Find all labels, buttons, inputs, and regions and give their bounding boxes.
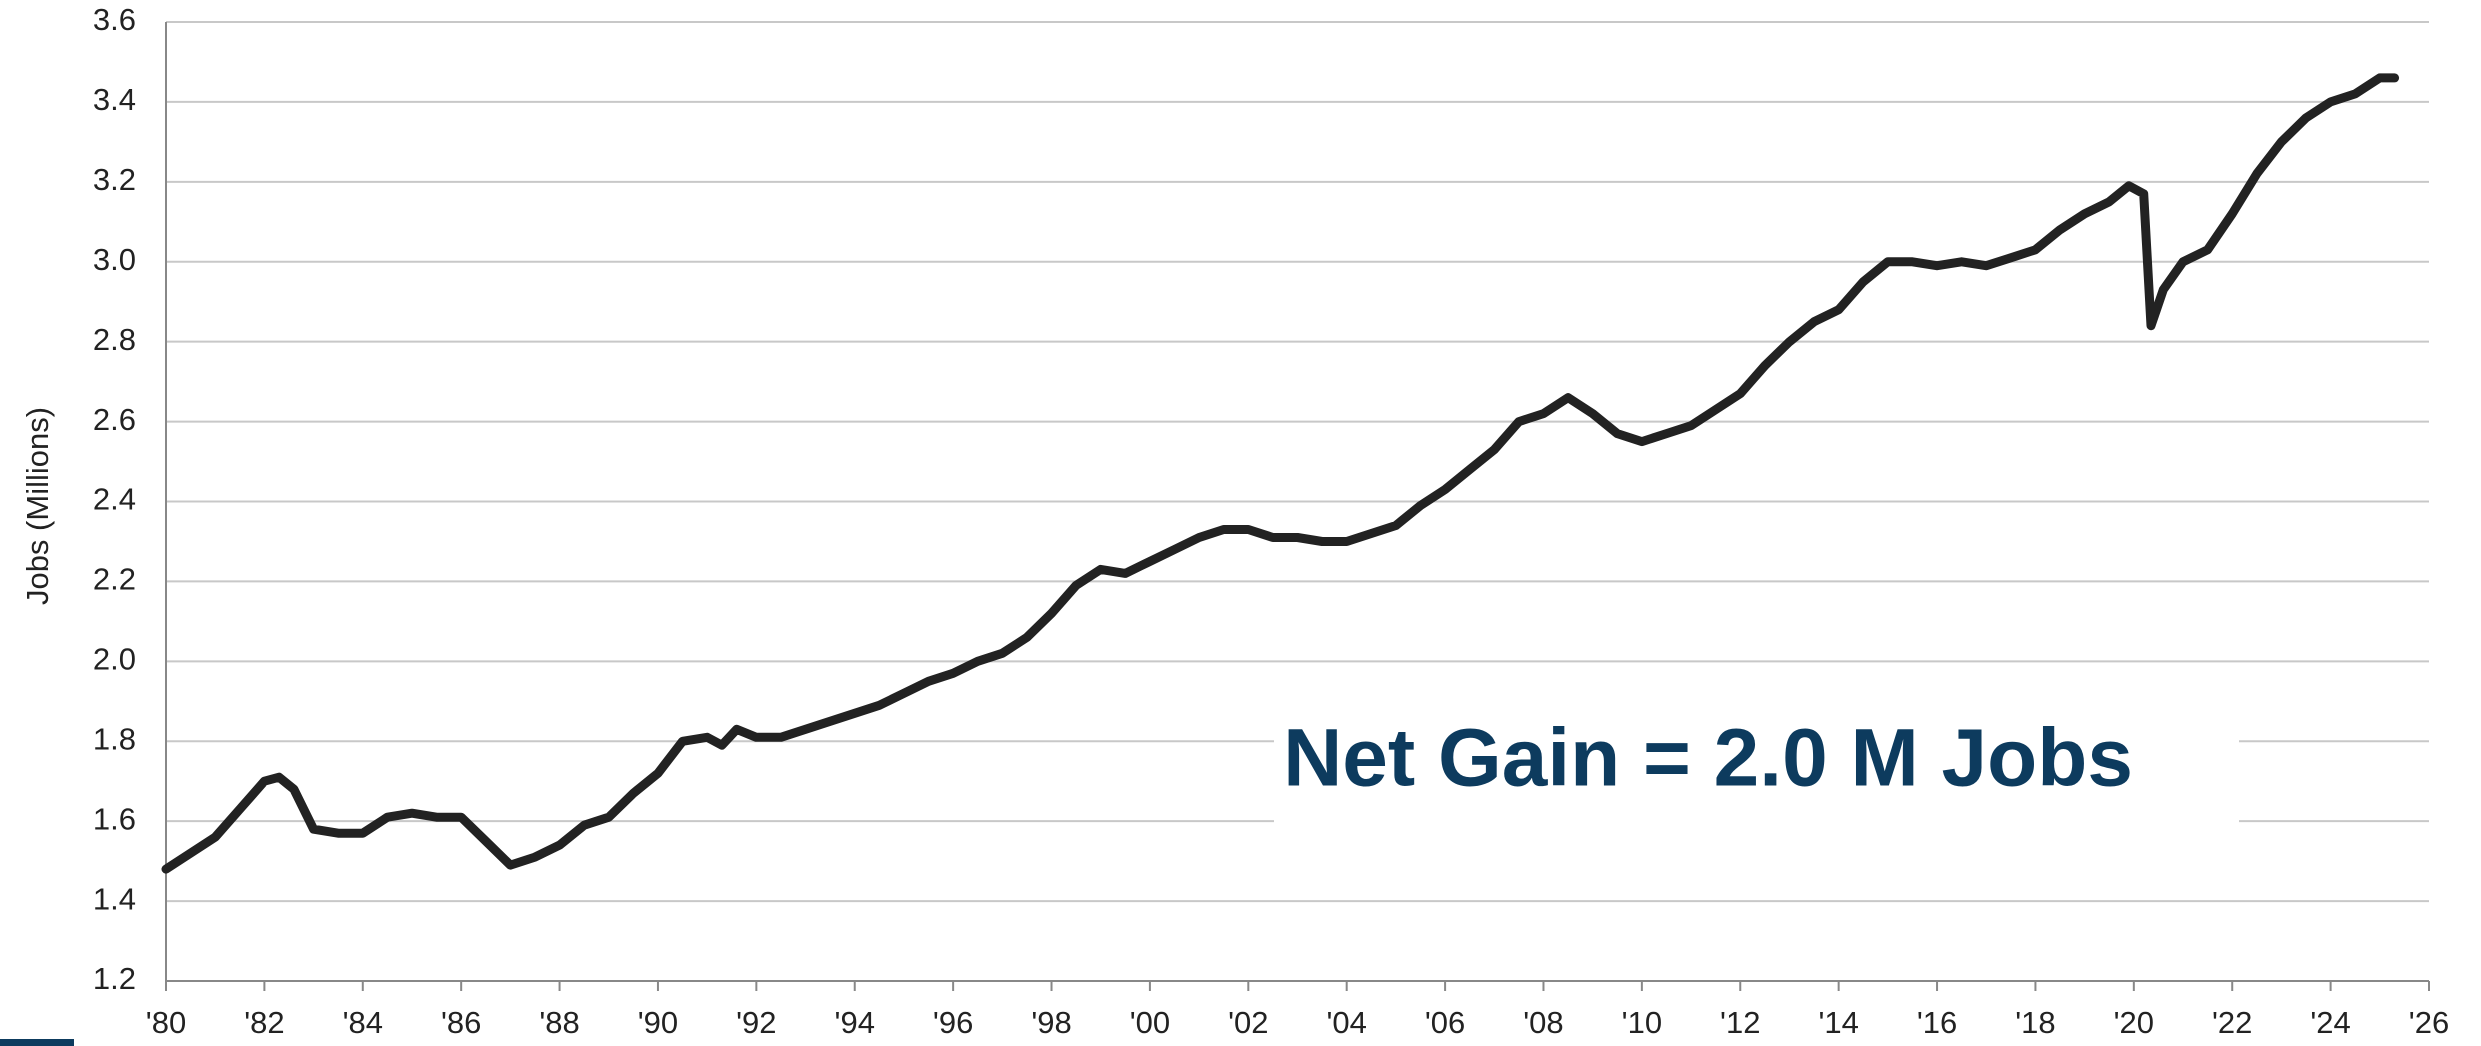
x-tick-label: '92 [736,1005,776,1040]
x-tick-label: '26 [2409,1005,2449,1040]
corner-bar [0,1039,74,1046]
y-tick-label: 2.2 [93,562,136,597]
y-tick-label: 2.6 [93,402,136,437]
x-tick-label: '84 [343,1005,383,1040]
x-tick-label: '90 [638,1005,678,1040]
x-tick-label: '86 [441,1005,481,1040]
x-tick-label: '24 [2310,1005,2350,1040]
y-tick-label: 3.0 [93,242,136,277]
x-tick-label: '22 [2212,1005,2252,1040]
y-tick-label: 1.6 [93,801,136,836]
x-tick-label: '02 [1228,1005,1268,1040]
y-tick-label: 1.8 [93,721,136,756]
annotation-box [1274,700,2239,825]
x-tick-label: '80 [146,1005,186,1040]
x-tick-label: '96 [933,1005,973,1040]
line-series [161,73,2400,874]
y-tick-label: 3.2 [93,162,136,197]
x-tick-label: '12 [1720,1005,1760,1040]
x-tick-label: '10 [1622,1005,1662,1040]
y-tick-label: 2.8 [93,322,136,357]
y-tick-label: 3.4 [93,82,136,117]
x-tick-label: '04 [1326,1005,1366,1040]
x-tick-label: '16 [1917,1005,1957,1040]
y-tick-label: 3.6 [93,2,136,37]
y-tick-label: 2.4 [93,482,136,517]
x-tick-label: '08 [1523,1005,1563,1040]
annotation: Net Gain = 2.0 M Jobs [1283,713,2133,804]
x-tick-label: '82 [244,1005,284,1040]
y-tick-label: 1.2 [93,961,136,996]
x-tick-label: '94 [835,1005,875,1040]
x-tick-label: '98 [1031,1005,1071,1040]
x-tick-label: '14 [1818,1005,1858,1040]
y-tick-label: 1.4 [93,881,136,916]
x-tick-label: '00 [1130,1005,1170,1040]
y-tick-label: 2.0 [93,642,136,677]
x-tick-label: '06 [1425,1005,1465,1040]
x-tick-label: '88 [539,1005,579,1040]
x-tick-label: '18 [2015,1005,2055,1040]
y-axis-label: Jobs (Millions) [20,407,55,605]
x-tick-label: '20 [2114,1005,2154,1040]
